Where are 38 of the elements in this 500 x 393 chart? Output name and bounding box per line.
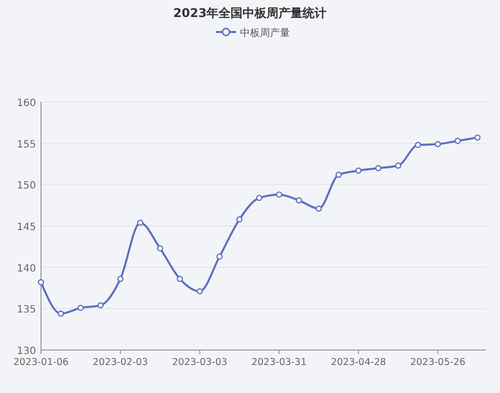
point bbox=[296, 197, 302, 204]
point bbox=[236, 216, 243, 222]
point bbox=[176, 276, 183, 282]
point bbox=[117, 276, 124, 282]
point bbox=[355, 168, 362, 174]
point bbox=[196, 288, 203, 294]
point bbox=[474, 134, 481, 141]
legend-label: 中板周产量 bbox=[240, 27, 290, 39]
point bbox=[216, 253, 223, 260]
point bbox=[256, 194, 262, 201]
point bbox=[375, 165, 382, 172]
y-tick-label: 135 bbox=[16, 304, 36, 316]
point bbox=[434, 141, 441, 148]
point bbox=[78, 304, 84, 311]
x-tick-label: 2023-03-03 bbox=[172, 357, 228, 368]
y-tick-label: 140 bbox=[16, 263, 36, 274]
y-tick-label: 145 bbox=[16, 222, 36, 233]
x-tick-label: 2023-03-31 bbox=[251, 357, 307, 368]
point bbox=[454, 138, 461, 144]
point bbox=[137, 220, 144, 226]
point bbox=[276, 191, 282, 198]
y-tick-label: 155 bbox=[16, 139, 36, 150]
point bbox=[58, 310, 64, 317]
point bbox=[316, 206, 322, 212]
point bbox=[395, 162, 402, 169]
point bbox=[336, 172, 342, 178]
point bbox=[97, 302, 104, 308]
y-tick-label: 160 bbox=[16, 98, 36, 109]
y-tick-label: 150 bbox=[16, 180, 36, 192]
point bbox=[414, 142, 422, 148]
x-tick-label: 2023-05-26 bbox=[410, 357, 466, 368]
chart-title: 2023年全国中板周产量统计 bbox=[173, 6, 327, 20]
x-tick-label: 2023-04-28 bbox=[330, 357, 386, 368]
x-tick-label: 2023-02-03 bbox=[92, 357, 148, 368]
y-tick-label: 130 bbox=[16, 346, 36, 357]
point bbox=[156, 245, 164, 252]
point bbox=[38, 279, 44, 286]
x-tick-label: 2023-01-06 bbox=[13, 357, 69, 368]
